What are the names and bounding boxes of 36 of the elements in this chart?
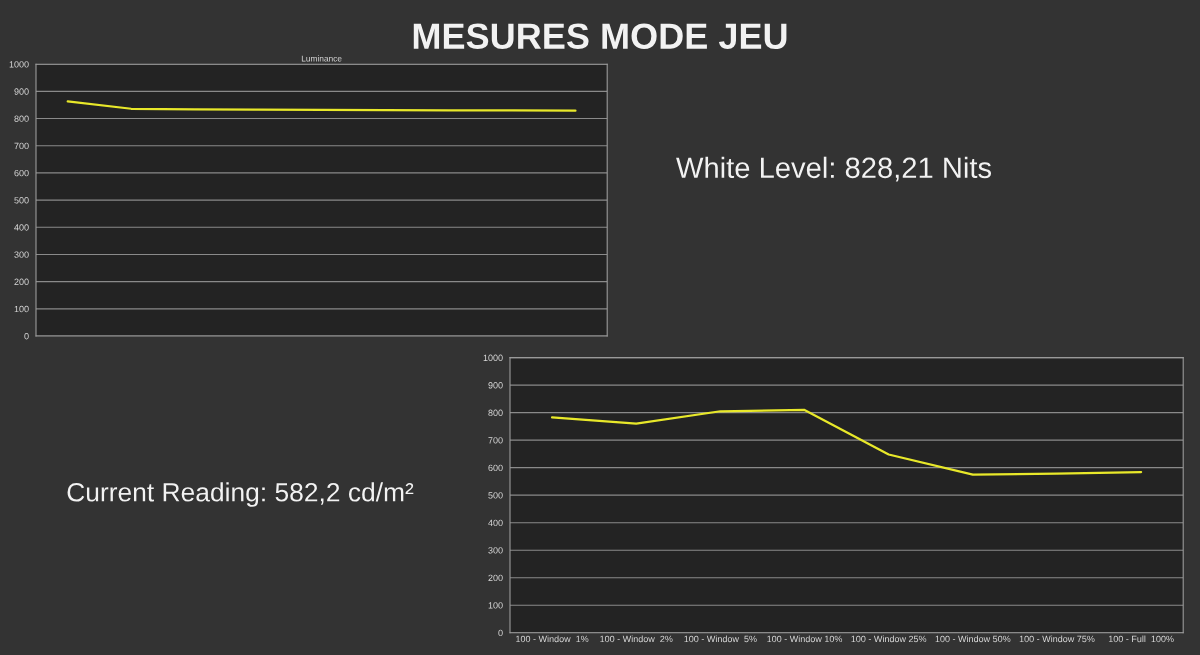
line-series: [550, 408, 1143, 476]
y-tick-label: 600: [488, 464, 503, 472]
y-tick-label: 300: [14, 251, 29, 258]
y-tick-label: 1000: [483, 354, 503, 361]
y-tick-label: 800: [14, 115, 29, 122]
x-tick-label: 100 - Window 2%: [600, 635, 673, 643]
y-tick-label: 1000: [9, 61, 29, 68]
x-tick-label: 100 - Window 10%: [767, 635, 843, 643]
y-tick-label: 0: [498, 629, 503, 637]
y-tick-label: 500: [488, 492, 503, 499]
y-tick-label: 200: [14, 278, 29, 286]
y-tick-label: 800: [488, 409, 503, 417]
x-tick-label: 100 - Full 100%: [1108, 635, 1174, 643]
text: White Level: 828,21 Nits: [676, 156, 992, 182]
y-tick-label: 100: [488, 602, 503, 609]
x-tick-label: 100 - Window 1%: [516, 635, 589, 643]
y-tick-label: 300: [488, 547, 503, 554]
y-tick-label: 0: [24, 332, 29, 340]
y-tick-label: 900: [488, 382, 503, 389]
y-tick-label: 200: [488, 574, 503, 582]
y-tick-label: 700: [14, 142, 29, 150]
x-tick-label: 100 - Window 75%: [1019, 635, 1095, 643]
line-series: [66, 100, 577, 112]
text: MESURES MODE JEU: [413, 23, 787, 49]
y-tick-label: 900: [14, 88, 29, 95]
x-tick-label: 100 - Window 50%: [935, 635, 1011, 643]
chart-title: Luminance: [301, 55, 342, 62]
y-tick-label: 500: [14, 197, 29, 204]
y-tick-label: 700: [488, 437, 503, 444]
y-tick-label: 400: [488, 519, 503, 527]
text: Current Reading: 582,2 cd/m²: [67, 482, 414, 507]
y-tick-label: 100: [14, 305, 29, 313]
y-tick-label: 400: [14, 224, 29, 231]
x-tick-label: 100 - Window 25%: [851, 635, 927, 643]
x-tick-label: 100 - Window 5%: [684, 635, 757, 643]
y-tick-label: 600: [14, 169, 29, 177]
